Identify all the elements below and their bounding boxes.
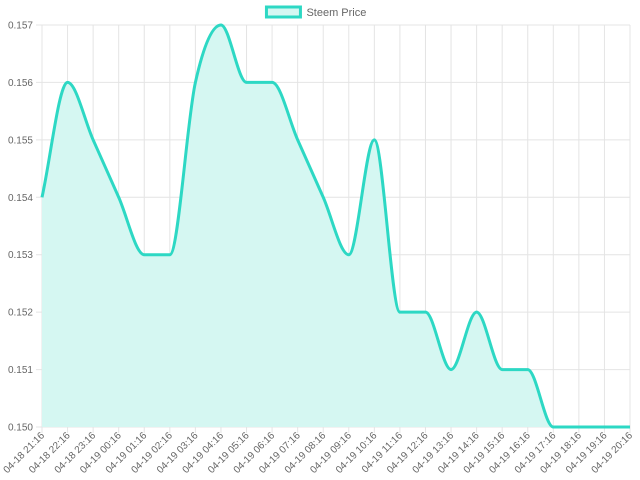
legend-swatch[interactable] bbox=[264, 5, 302, 19]
data-point[interactable] bbox=[192, 79, 198, 85]
data-point[interactable] bbox=[474, 309, 480, 315]
data-point[interactable] bbox=[39, 194, 45, 200]
data-point[interactable] bbox=[576, 424, 582, 430]
y-tick-label: 0.150 bbox=[8, 423, 33, 434]
data-point[interactable] bbox=[65, 79, 71, 85]
data-point[interactable] bbox=[295, 137, 301, 143]
data-point[interactable] bbox=[218, 22, 224, 28]
y-tick-label: 0.156 bbox=[8, 78, 33, 89]
data-point[interactable] bbox=[90, 137, 96, 143]
y-tick-label: 0.155 bbox=[8, 135, 33, 146]
series-line bbox=[39, 22, 633, 430]
data-point[interactable] bbox=[167, 252, 173, 258]
data-point[interactable] bbox=[346, 252, 352, 258]
data-point[interactable] bbox=[601, 424, 607, 430]
legend[interactable]: Steem Price bbox=[264, 5, 366, 19]
y-tick-label: 0.154 bbox=[8, 193, 33, 204]
data-point[interactable] bbox=[499, 367, 505, 373]
legend-label[interactable]: Steem Price bbox=[306, 7, 366, 19]
data-point[interactable] bbox=[244, 79, 250, 85]
y-tick-label: 0.153 bbox=[8, 250, 33, 261]
y-tick-label: 0.152 bbox=[8, 308, 33, 319]
data-point[interactable] bbox=[422, 309, 428, 315]
y-tick-label: 0.157 bbox=[8, 21, 33, 32]
data-point[interactable] bbox=[397, 309, 403, 315]
data-point[interactable] bbox=[448, 367, 454, 373]
data-point[interactable] bbox=[550, 424, 556, 430]
data-point[interactable] bbox=[371, 137, 377, 143]
data-point[interactable] bbox=[525, 367, 531, 373]
data-point[interactable] bbox=[141, 252, 147, 258]
y-axis-ticks: 0.150 0.151 0.152 0.153 0.154 0.155 0.156 0.157 bbox=[8, 21, 33, 434]
y-tick-label: 0.151 bbox=[8, 365, 33, 376]
data-point[interactable] bbox=[320, 194, 326, 200]
data-point[interactable] bbox=[116, 194, 122, 200]
data-point[interactable] bbox=[269, 79, 275, 85]
series-line-path bbox=[40, 23, 630, 429]
data-point[interactable] bbox=[627, 424, 633, 430]
